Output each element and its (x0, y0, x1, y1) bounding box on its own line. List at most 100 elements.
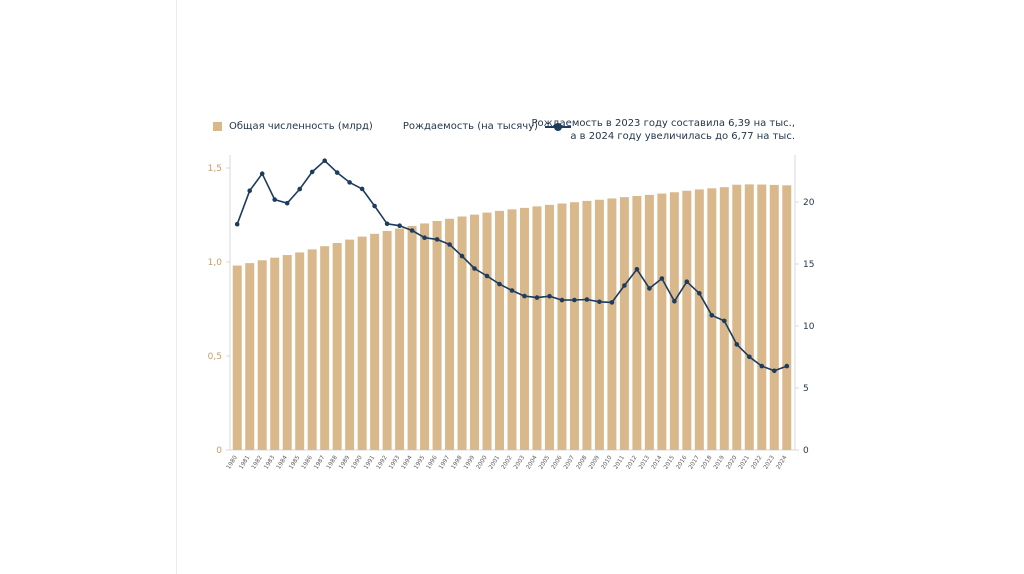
birthrate-point-2008 (584, 297, 590, 302)
birthrate-point-2000 (484, 273, 490, 279)
x-axis-year-label: 2016 (676, 455, 689, 471)
population-bar-2019 (719, 187, 729, 450)
x-axis-year-label: 1984 (276, 455, 289, 471)
population-bar-2002 (507, 209, 517, 450)
x-axis-year-label: 2002 (501, 455, 514, 471)
population-bar-2013 (644, 194, 654, 450)
birthrate-point-2009 (597, 299, 602, 305)
x-axis-year-label: 2000 (476, 455, 489, 471)
chart-legend: Общая численность (млрд) Рождаемость (на… (213, 121, 571, 132)
population-bar-1996 (432, 221, 442, 450)
birthrate-point-2022 (759, 363, 765, 369)
x-axis-year-label: 1987 (313, 455, 326, 471)
x-axis-year-label: 2003 (513, 455, 526, 471)
x-axis-year-label: 1986 (301, 455, 314, 471)
population-bar-1998 (457, 216, 467, 450)
population-bar-2011 (619, 197, 629, 450)
population-bar-2024 (782, 185, 792, 451)
birthrate-point-2013 (647, 286, 652, 291)
population-bar-1991 (370, 233, 380, 450)
birthrate-point-2011 (622, 283, 627, 288)
birthrate-point-2020 (734, 342, 740, 347)
x-axis-year-label: 2004 (526, 455, 539, 471)
x-axis-year-label: 2013 (638, 455, 651, 471)
population-bar-2006 (557, 203, 567, 450)
birthrate-point-2010 (609, 300, 615, 305)
population-bar-1999 (470, 214, 480, 450)
annotation-line2: а в 2024 году увеличилась до 6,77 на тыс… (570, 130, 795, 142)
population-bar-1995 (420, 223, 430, 450)
x-axis-year-label: 2022 (751, 455, 764, 471)
population-bar-2009 (594, 199, 604, 450)
birthrate-point-1980 (234, 221, 240, 227)
population-bar-1980 (232, 265, 242, 450)
legend-item-birthrate: Рождаемость (на тысячу) (403, 121, 571, 132)
birthrate-point-2004 (534, 295, 540, 300)
birthrate-point-1988 (334, 170, 340, 175)
population-bar-2023 (769, 184, 779, 451)
birthrate-point-2007 (572, 297, 577, 303)
population-bar-2001 (495, 210, 505, 450)
population-bar-1985 (295, 252, 305, 450)
birthrate-point-2005 (547, 293, 552, 299)
annotation-line1: Рождаемость в 2023 году составила 6,39 н… (531, 118, 795, 129)
birthrate-point-2016 (684, 279, 690, 285)
x-axis-year-label: 1983 (263, 455, 276, 471)
birthrate-point-1981 (247, 188, 252, 193)
x-axis-year-label: 1988 (326, 455, 339, 471)
x-axis-year-label: 2023 (763, 455, 776, 471)
birthrate-point-2018 (709, 313, 715, 318)
right-axis-tick-label: 15 (803, 260, 814, 270)
birthrate-point-2024 (784, 363, 790, 369)
population-bar-2007 (569, 202, 579, 450)
population-bar-2020 (732, 184, 742, 451)
population-bar-2012 (632, 196, 642, 450)
population-bar-1997 (445, 218, 455, 450)
left-axis-tick-label: 0,5 (208, 352, 222, 362)
birthrate-point-2002 (509, 288, 515, 293)
population-bar-1987 (320, 246, 330, 450)
population-bar-2010 (607, 198, 617, 450)
population-bar-1986 (307, 249, 317, 450)
population-bar-1984 (282, 255, 292, 450)
legend-item-population: Общая численность (млрд) (213, 121, 373, 132)
population-bar-1994 (407, 225, 417, 450)
x-axis-year-label: 2021 (738, 455, 751, 471)
birthrate-point-2014 (659, 276, 665, 281)
birthrate-point-1986 (309, 169, 315, 175)
x-axis-year-label: 1994 (401, 455, 414, 471)
x-axis-year-label: 2020 (726, 455, 739, 471)
x-axis-year-label: 2019 (713, 455, 726, 471)
population-bar-2018 (707, 188, 717, 451)
population-bar-2014 (657, 193, 667, 450)
birthrate-point-2015 (672, 299, 677, 304)
population-bar-1988 (332, 243, 342, 450)
population-bar-1992 (382, 230, 392, 450)
right-axis-tick-label: 20 (803, 198, 815, 208)
left-axis-tick-label: 1,5 (208, 164, 222, 174)
legend-birthrate-label: Рождаемость (на тысячу) (402, 121, 538, 132)
x-axis-year-label: 1981 (238, 455, 251, 471)
birthrate-point-1983 (272, 197, 278, 202)
birthrate-point-2003 (522, 293, 527, 299)
left-axis-tick-label: 0 (216, 446, 222, 456)
birthrate-point-1989 (347, 180, 352, 185)
right-axis-tick-label: 0 (803, 446, 809, 456)
birthrate-point-1982 (259, 171, 265, 176)
legend-population-label: Общая численность (млрд) (229, 121, 373, 132)
x-axis-year-label: 2014 (651, 455, 664, 471)
x-axis-year-label: 1985 (288, 455, 301, 471)
x-axis-year-label: 2009 (588, 455, 601, 471)
birthrate-point-1994 (409, 228, 415, 233)
x-axis-year-label: 1980 (226, 455, 239, 471)
birthrate-point-1985 (297, 186, 303, 192)
birthrate-point-1990 (359, 186, 365, 192)
birthrate-point-1995 (422, 235, 427, 240)
x-axis-year-label: 2007 (563, 455, 576, 471)
birthrate-point-1999 (472, 266, 477, 271)
x-axis-year-label: 2010 (601, 455, 614, 471)
x-axis-year-label: 1982 (251, 455, 264, 471)
birthrate-point-1998 (459, 253, 465, 259)
population-bar-2005 (544, 204, 554, 450)
x-axis-year-label: 2001 (488, 455, 501, 471)
